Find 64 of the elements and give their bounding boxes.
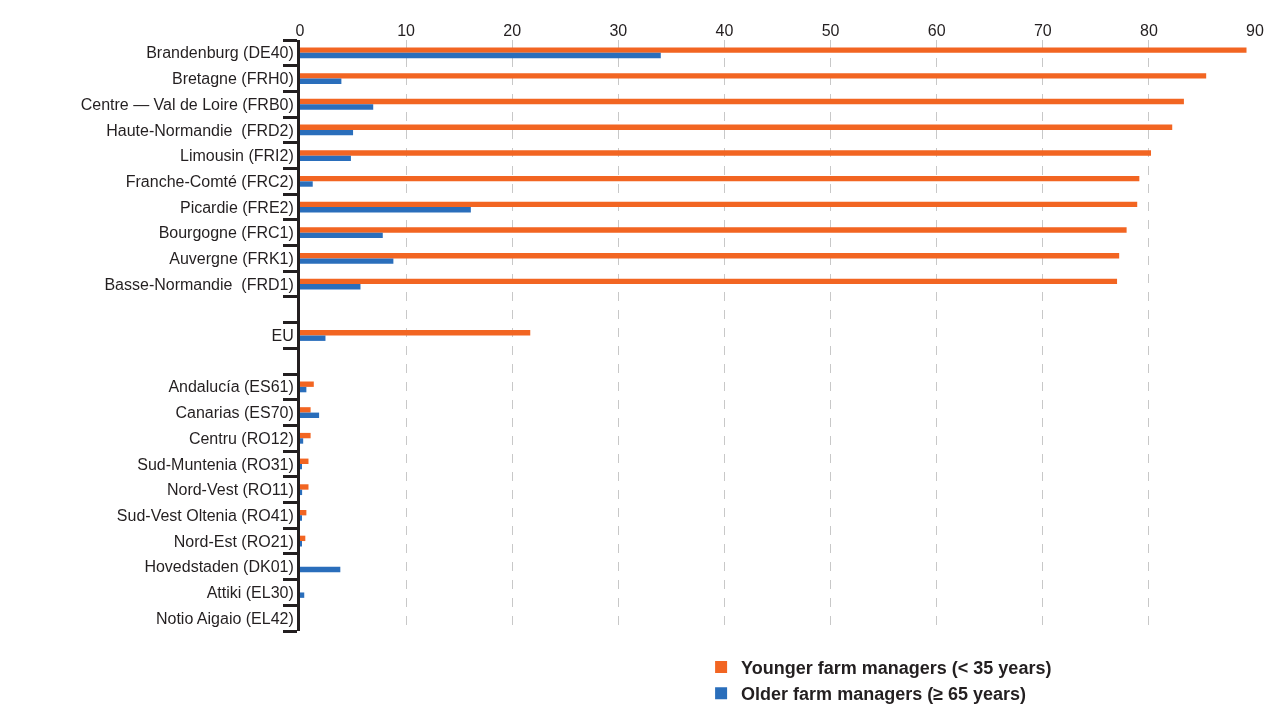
legend-label: Older farm managers (≥ 65 years): [741, 684, 1027, 705]
bar: [300, 412, 320, 418]
bar: [300, 278, 1118, 285]
y-tick-label: Centre — Val de Loire (FRB0): [80, 95, 294, 113]
bar: [300, 207, 471, 213]
bar: [300, 232, 383, 239]
x-tick-label: 80: [1139, 21, 1158, 39]
y-tick-label: Basse-Normandie (FRD1): [104, 275, 294, 293]
y-tick-label: Canarias (ES70): [175, 404, 294, 422]
y-tick-label: Picardie (FRE2): [179, 198, 294, 216]
y-tick-label: Sud-Vest Oltenia (RO41): [116, 506, 294, 524]
y-tick-label: Nord-Vest (RO11): [166, 481, 294, 499]
y-tick-label: Hovedstaden (DK01): [144, 558, 294, 576]
y-tick-label: Bretagne (FRH0): [171, 70, 294, 88]
bar: [300, 592, 305, 598]
bar: [300, 150, 1152, 156]
bar: [300, 98, 1184, 105]
bar: [300, 258, 394, 264]
x-tick-label: 50: [821, 21, 840, 39]
bar: [300, 438, 304, 444]
bar: [300, 47, 1247, 53]
y-tick-label: Limousin (FRI2): [179, 147, 294, 165]
bar: [300, 201, 1138, 208]
y-tick-label: Attiki (EL30): [206, 584, 294, 602]
x-tick-label: 10: [397, 21, 416, 39]
x-tick-label: 40: [715, 21, 734, 39]
y-tick-label: EU: [271, 327, 294, 345]
bar: [300, 253, 1120, 259]
bar: [300, 335, 326, 341]
y-tick-label: Brandenburg (DE40): [146, 44, 294, 62]
x-tick-label: 20: [503, 21, 522, 39]
x-tick-label: 30: [609, 21, 628, 39]
y-tick-label: Andalucía (ES61): [168, 378, 294, 396]
x-tick-label: 60: [927, 21, 946, 39]
bar: [300, 52, 661, 59]
legend-label: Younger farm managers (< 35 years): [741, 657, 1052, 678]
y-tick-label: Haute-Normandie (FRD2): [106, 121, 294, 139]
bar: [300, 129, 354, 136]
bar: [300, 124, 1173, 130]
y-tick-label: Auvergne (FRK1): [169, 250, 294, 268]
x-tick-label: 0: [295, 21, 305, 39]
y-tick-label: Nord-Est (RO21): [173, 532, 294, 550]
bar: [300, 484, 309, 490]
bar: [300, 181, 313, 187]
bar: [300, 78, 342, 84]
y-tick-label: Notio Aigaio (EL42): [155, 609, 294, 627]
bar: [300, 432, 311, 439]
bar: [300, 104, 374, 110]
bar: [300, 407, 311, 413]
bar: [300, 227, 1127, 233]
y-tick-label: Sud-Muntenia (RO31): [137, 455, 294, 473]
y-tick-label: Bourgogne (FRC1): [158, 224, 294, 242]
y-tick-label: Centru (RO12): [188, 429, 294, 447]
bar: [300, 175, 1140, 182]
bar: [300, 73, 1207, 79]
bar: [300, 330, 531, 336]
y-tick-label: Franche-Comté (FRC2): [125, 172, 294, 190]
bar: [300, 155, 351, 162]
bar: [300, 284, 361, 290]
bar: [300, 489, 303, 496]
bar: [300, 381, 314, 387]
x-tick-label: 90: [1246, 21, 1264, 39]
bar: [300, 566, 341, 573]
x-tick-label: 70: [1033, 21, 1052, 39]
